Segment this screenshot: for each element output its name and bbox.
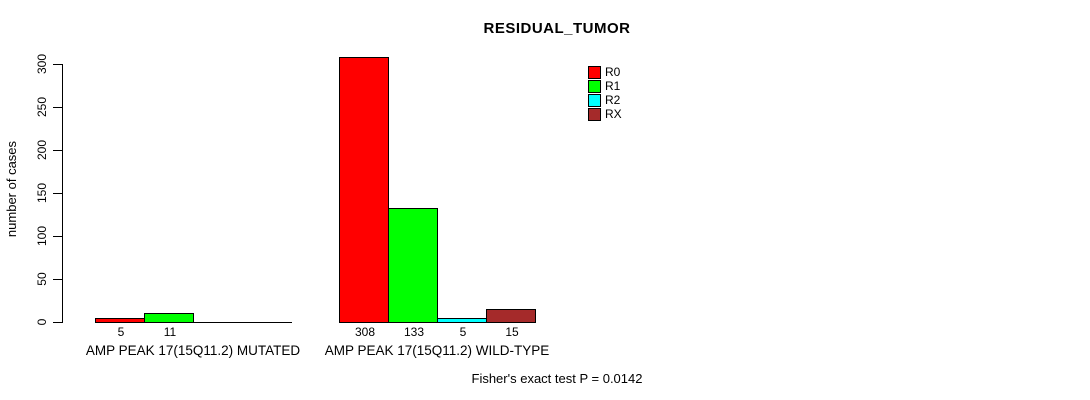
y-axis-tick-label: 50 [35, 272, 49, 286]
y-axis-tick [53, 279, 62, 280]
y-axis-line [62, 64, 63, 323]
bar-value-label: 308 [354, 325, 376, 339]
legend-label-R2: R2 [605, 93, 621, 107]
bar-R1-group2 [388, 208, 438, 323]
bar-value-label: 11 [163, 325, 177, 339]
group-label: AMP PEAK 17(15Q11.2) MUTATED [85, 343, 301, 358]
legend-label-RX: RX [605, 107, 622, 121]
y-axis-tick-label: 0 [35, 318, 49, 326]
legend-swatch-R2 [588, 94, 601, 107]
chart-title: RESIDUAL_TUMOR [483, 20, 631, 37]
bar-R2-group2 [437, 318, 487, 323]
y-axis-tick [53, 107, 62, 108]
y-axis-tick-label: 150 [35, 182, 49, 204]
bar-R1-group1 [144, 313, 194, 323]
legend-swatch-RX [588, 108, 601, 121]
y-axis-tick [53, 193, 62, 194]
legend-item-RX: RX [588, 107, 708, 121]
statistical-test-note: Fisher's exact test P = 0.0142 [471, 371, 643, 386]
y-axis-tick-label: 100 [35, 225, 49, 247]
legend-swatch-R1 [588, 80, 601, 93]
y-axis-tick-label: 200 [35, 139, 49, 161]
y-axis-tick [53, 236, 62, 237]
bar-value-label: 5 [459, 325, 467, 339]
y-axis-tick [53, 322, 62, 323]
legend-swatch-R0 [588, 66, 601, 79]
legend-item-R0: R0 [588, 65, 708, 79]
group-label: AMP PEAK 17(15Q11.2) WILD-TYPE [324, 343, 550, 358]
bar-RX-group2 [486, 309, 536, 323]
bar-value-label: 133 [403, 325, 425, 339]
y-axis-tick-label: 300 [35, 53, 49, 75]
bar-value-label: 15 [505, 325, 519, 339]
y-axis-tick [53, 64, 62, 65]
legend-item-R2: R2 [588, 93, 708, 107]
y-axis-tick [53, 150, 62, 151]
bar-R0-group2 [339, 57, 389, 323]
legend-label-R1: R1 [605, 79, 621, 93]
legend-item-R1: R1 [588, 79, 708, 93]
bar-R0-group1 [95, 318, 145, 323]
legend-label-R0: R0 [605, 65, 621, 79]
y-axis-tick-label: 250 [35, 96, 49, 118]
bar-value-label: 5 [117, 325, 125, 339]
